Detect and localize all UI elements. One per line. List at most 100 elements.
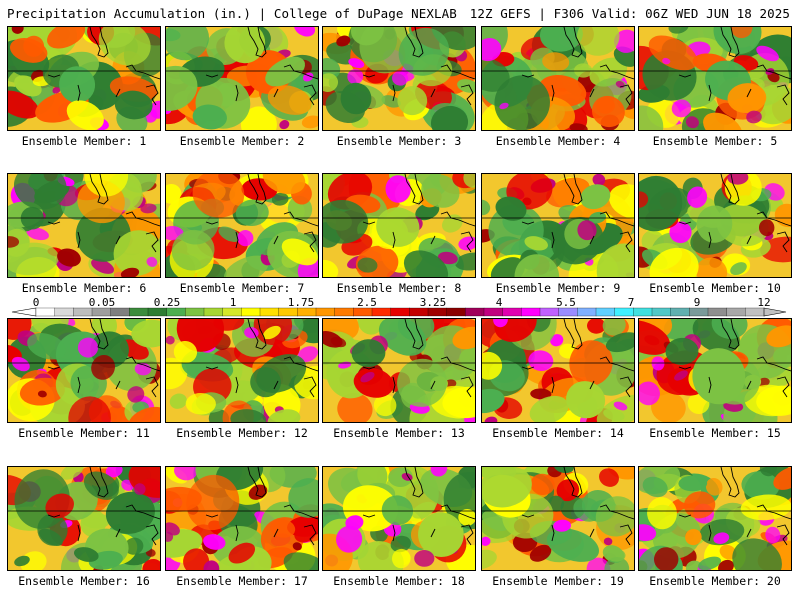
colorbar-tick-label: 4 bbox=[495, 296, 503, 309]
precip-field bbox=[639, 174, 791, 277]
ensemble-member-label: Ensemble Member: 12 bbox=[176, 426, 308, 440]
precip-field bbox=[482, 27, 634, 130]
colorbar-tick-label: 5.5 bbox=[556, 296, 576, 309]
colorbar-swatch bbox=[745, 307, 765, 317]
ensemble-member-map bbox=[7, 466, 161, 571]
colorbar-max-arrow bbox=[763, 307, 787, 317]
colorbar-swatch bbox=[110, 307, 130, 317]
precip-field bbox=[166, 174, 318, 277]
precip-field bbox=[166, 27, 318, 130]
colorbar-tick-label: 3.25 bbox=[419, 296, 447, 309]
precip-field bbox=[8, 319, 160, 422]
precip-field bbox=[8, 174, 160, 277]
colorbar-swatch bbox=[614, 307, 634, 317]
colorbar-swatch bbox=[689, 307, 709, 317]
colorbar-swatch bbox=[129, 307, 149, 317]
ensemble-member-map bbox=[165, 466, 319, 571]
ensemble-member-label: Ensemble Member: 3 bbox=[336, 134, 462, 148]
ensemble-member-map bbox=[481, 26, 635, 131]
precip-field bbox=[166, 319, 318, 422]
colorbar-swatch bbox=[707, 307, 728, 317]
colorbar-tick-label: 0.05 bbox=[88, 296, 116, 309]
colorbar-swatch bbox=[54, 307, 74, 317]
ensemble-member-map bbox=[638, 318, 792, 423]
precip-field bbox=[639, 319, 791, 422]
ensemble-member-label: Ensemble Member: 14 bbox=[492, 426, 624, 440]
colorbar-tick-label: 1.75 bbox=[287, 296, 315, 309]
colorbar-swatch bbox=[539, 307, 560, 317]
colorbar-swatch bbox=[670, 307, 690, 317]
ensemble-member-label: Ensemble Member: 6 bbox=[21, 281, 147, 295]
ensemble-member-label: Ensemble Member: 15 bbox=[649, 426, 781, 440]
precip-field bbox=[639, 467, 791, 570]
colorbar-swatch bbox=[166, 307, 186, 317]
colorbar-swatch bbox=[353, 307, 373, 317]
colorbar-swatch bbox=[633, 307, 653, 317]
colorbar-swatch bbox=[521, 307, 541, 317]
colorbar-swatch bbox=[241, 307, 261, 317]
colorbar-swatch bbox=[315, 307, 336, 317]
ensemble-member-label: Ensemble Member: 20 bbox=[649, 574, 781, 588]
ensemble-member-label: Ensemble Member: 10 bbox=[649, 281, 781, 295]
ensemble-member-map bbox=[322, 26, 476, 131]
ensemble-member-label: Ensemble Member: 19 bbox=[492, 574, 624, 588]
map-title: Precipitation Accumulation (in.) | Colle… bbox=[7, 6, 457, 21]
ensemble-member-map bbox=[165, 26, 319, 131]
precip-field bbox=[323, 319, 475, 422]
ensemble-member-label: Ensemble Member: 17 bbox=[176, 574, 308, 588]
colorbar-swatch bbox=[390, 307, 410, 317]
ensemble-member-map bbox=[7, 318, 161, 423]
colorbar-min-arrow bbox=[11, 307, 37, 317]
colorbar-swatch bbox=[334, 307, 354, 317]
colorbar-swatch bbox=[35, 307, 56, 317]
ensemble-member-label: Ensemble Member: 2 bbox=[179, 134, 305, 148]
colorbar-swatch bbox=[558, 307, 578, 317]
ensemble-member-map bbox=[165, 318, 319, 423]
colorbar-tick-label: 12 bbox=[757, 296, 771, 309]
ensemble-member-label: Ensemble Member: 11 bbox=[18, 426, 150, 440]
colorbar-swatch bbox=[147, 307, 168, 317]
ensemble-member-label: Ensemble Member: 8 bbox=[336, 281, 462, 295]
precip-field bbox=[639, 27, 791, 130]
precip-field bbox=[8, 467, 160, 570]
colorbar-swatch bbox=[726, 307, 746, 317]
ensemble-member-label: Ensemble Member: 9 bbox=[495, 281, 621, 295]
ensemble-member-label: Ensemble Member: 5 bbox=[652, 134, 778, 148]
precip-field bbox=[482, 174, 634, 277]
colorbar-swatch bbox=[203, 307, 224, 317]
precip-field bbox=[323, 467, 475, 570]
colorbar-swatch bbox=[446, 307, 466, 317]
colorbar-tick-label: 1 bbox=[229, 296, 237, 309]
precip-field bbox=[323, 174, 475, 277]
ensemble-member-map bbox=[322, 466, 476, 571]
colorbar-swatch bbox=[651, 307, 672, 317]
ensemble-member-label: Ensemble Member: 4 bbox=[495, 134, 621, 148]
ensemble-member-label: Ensemble Member: 18 bbox=[333, 574, 465, 588]
colorbar-swatch bbox=[595, 307, 616, 317]
colorbar-tick-label: 9 bbox=[693, 296, 701, 309]
ensemble-member-map bbox=[638, 26, 792, 131]
colorbar-swatch bbox=[577, 307, 597, 317]
colorbar-swatch bbox=[502, 307, 522, 317]
ensemble-member-label: Ensemble Member: 16 bbox=[18, 574, 150, 588]
colorbar-swatch bbox=[73, 307, 93, 317]
colorbar-tick-label: 2.5 bbox=[357, 296, 377, 309]
colorbar-swatch bbox=[427, 307, 448, 317]
ensemble-member-label: Ensemble Member: 7 bbox=[179, 281, 305, 295]
ensemble-member-map bbox=[7, 26, 161, 131]
ensemble-member-map bbox=[165, 173, 319, 278]
colorbar-swatch bbox=[371, 307, 392, 317]
colorbar-swatch bbox=[278, 307, 298, 317]
colorbar-swatch bbox=[297, 307, 317, 317]
colorbar-swatch bbox=[185, 307, 205, 317]
ensemble-member-map bbox=[481, 466, 635, 571]
colorbar-swatch bbox=[465, 307, 485, 317]
ensemble-member-label: Ensemble Member: 13 bbox=[333, 426, 465, 440]
ensemble-member-map bbox=[322, 318, 476, 423]
colorbar-swatch bbox=[483, 307, 504, 317]
precip-field bbox=[482, 319, 634, 422]
ensemble-member-label: Ensemble Member: 1 bbox=[21, 134, 147, 148]
colorbar-tick-label: 0 bbox=[32, 296, 40, 309]
colorbar-swatch bbox=[409, 307, 429, 317]
colorbar-tick-label: 7 bbox=[627, 296, 635, 309]
